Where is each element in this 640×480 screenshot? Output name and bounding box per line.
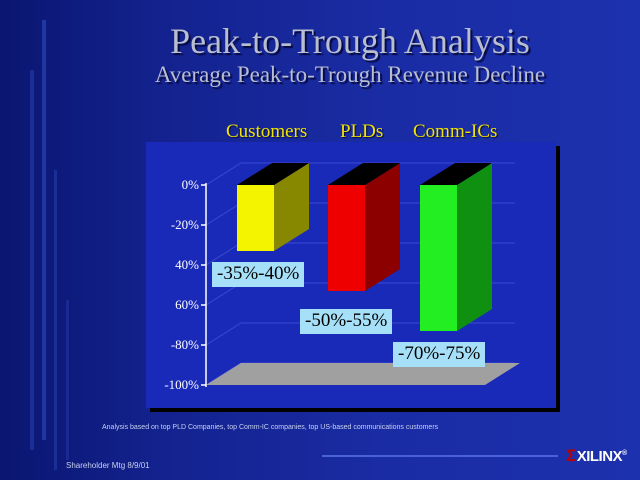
footer-meeting-date: Shareholder Mtg 8/9/01 bbox=[66, 461, 150, 470]
legend-comm-ics: Comm-ICs bbox=[413, 121, 498, 142]
bar-comm-ics bbox=[420, 185, 457, 331]
bar-top-customers bbox=[237, 163, 309, 185]
xilinx-logo: ΣXILINX® bbox=[566, 446, 627, 465]
value-label-plds: -50%-55% bbox=[300, 309, 393, 334]
xilinx-mark-icon: Σ bbox=[566, 446, 576, 465]
slide-title: Peak-to-Trough Analysis bbox=[170, 21, 530, 61]
slide-subtitle: Average Peak-to-Trough Revenue Decline bbox=[154, 62, 546, 87]
legend-customers: Customers bbox=[226, 121, 308, 142]
bar-side-customers bbox=[274, 163, 309, 251]
decorative-stripe bbox=[66, 300, 69, 460]
gridline bbox=[205, 322, 242, 346]
gridline bbox=[205, 162, 242, 186]
y-tick-label: 60% bbox=[175, 297, 199, 312]
bar-top-comm-ics bbox=[420, 163, 492, 185]
decorative-stripe bbox=[42, 20, 46, 440]
y-tick-label: -100% bbox=[164, 377, 199, 392]
bar-top-plds bbox=[328, 163, 400, 185]
footnote: Analysis based on top PLD Companies, top… bbox=[102, 424, 439, 431]
y-tick-label: -20% bbox=[171, 217, 199, 232]
legend-plds: PLDs bbox=[340, 121, 384, 142]
gridline bbox=[205, 242, 242, 266]
value-label-comm-ics: -70%-75% bbox=[393, 342, 486, 367]
y-tick-label: 0% bbox=[182, 177, 200, 192]
bar-side-comm-ics bbox=[457, 163, 492, 331]
decorative-stripe bbox=[54, 170, 57, 470]
chart-floor bbox=[206, 363, 520, 385]
y-tick-label: 40% bbox=[175, 257, 199, 272]
decorative-stripe bbox=[30, 70, 34, 450]
gridline bbox=[205, 202, 242, 226]
bar-plds bbox=[328, 185, 365, 291]
bar-side-plds bbox=[365, 163, 400, 291]
bar-customers bbox=[237, 185, 274, 251]
y-tick-label: -80% bbox=[171, 337, 199, 352]
footer-divider bbox=[322, 455, 558, 457]
value-label-customers: -35%-40% bbox=[212, 262, 305, 287]
